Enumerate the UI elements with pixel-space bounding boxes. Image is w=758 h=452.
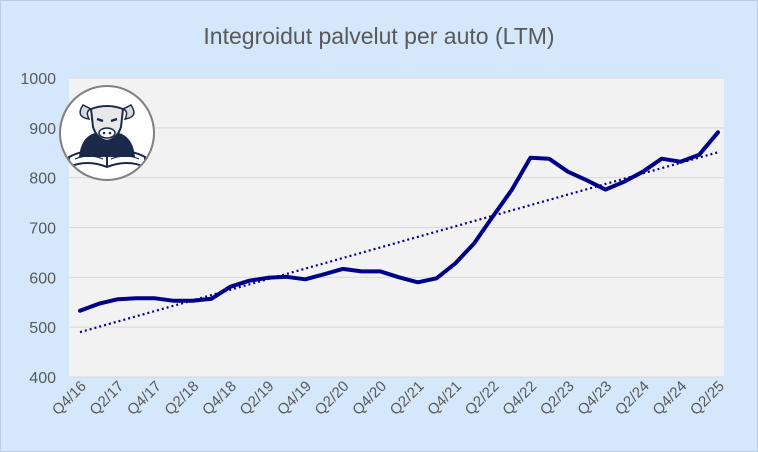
x-tick-label: Q4/18 <box>199 378 240 419</box>
series-line <box>78 130 720 313</box>
x-tick-label: Q4/20 <box>349 378 390 419</box>
y-tick-label: 1000 <box>20 71 56 88</box>
y-tick-label: 700 <box>29 221 56 238</box>
y-tick-label: 800 <box>29 171 56 188</box>
trendline <box>79 151 719 334</box>
bull-reading-logo <box>59 85 155 181</box>
chart-title: Integroidut palvelut per auto (LTM) <box>203 23 555 49</box>
y-tick-label: 400 <box>29 370 56 387</box>
y-tick-label: 500 <box>29 320 56 337</box>
y-tick-label: 900 <box>29 121 56 138</box>
x-tick-label: Q2/25 <box>687 378 728 419</box>
x-tick-label: Q2/18 <box>161 378 202 419</box>
series-layer <box>78 130 720 334</box>
y-tick-label: 600 <box>29 270 56 287</box>
x-tick-label: Q2/21 <box>387 378 428 419</box>
x-tick-label: Q2/19 <box>237 378 278 419</box>
x-tick-label: Q4/24 <box>649 378 690 419</box>
x-tick-label: Q2/23 <box>537 378 578 419</box>
x-tick-label: Q2/17 <box>86 378 127 419</box>
x-tick-label: Q4/19 <box>274 378 315 419</box>
x-tick-label: Q4/17 <box>124 378 165 419</box>
x-axis: Q4/16Q2/17Q4/17Q2/18Q4/18Q2/19Q4/19Q2/20… <box>49 378 728 419</box>
x-tick-label: Q4/23 <box>574 378 615 419</box>
x-tick-label: Q2/20 <box>312 378 353 419</box>
x-tick-label: Q2/24 <box>612 378 653 419</box>
y-axis: 400 500 600 700 800 900 1000 <box>20 71 56 387</box>
x-tick-label: Q2/22 <box>462 378 503 419</box>
x-tick-label: Q4/21 <box>424 378 465 419</box>
x-tick-label: Q4/22 <box>499 378 540 419</box>
